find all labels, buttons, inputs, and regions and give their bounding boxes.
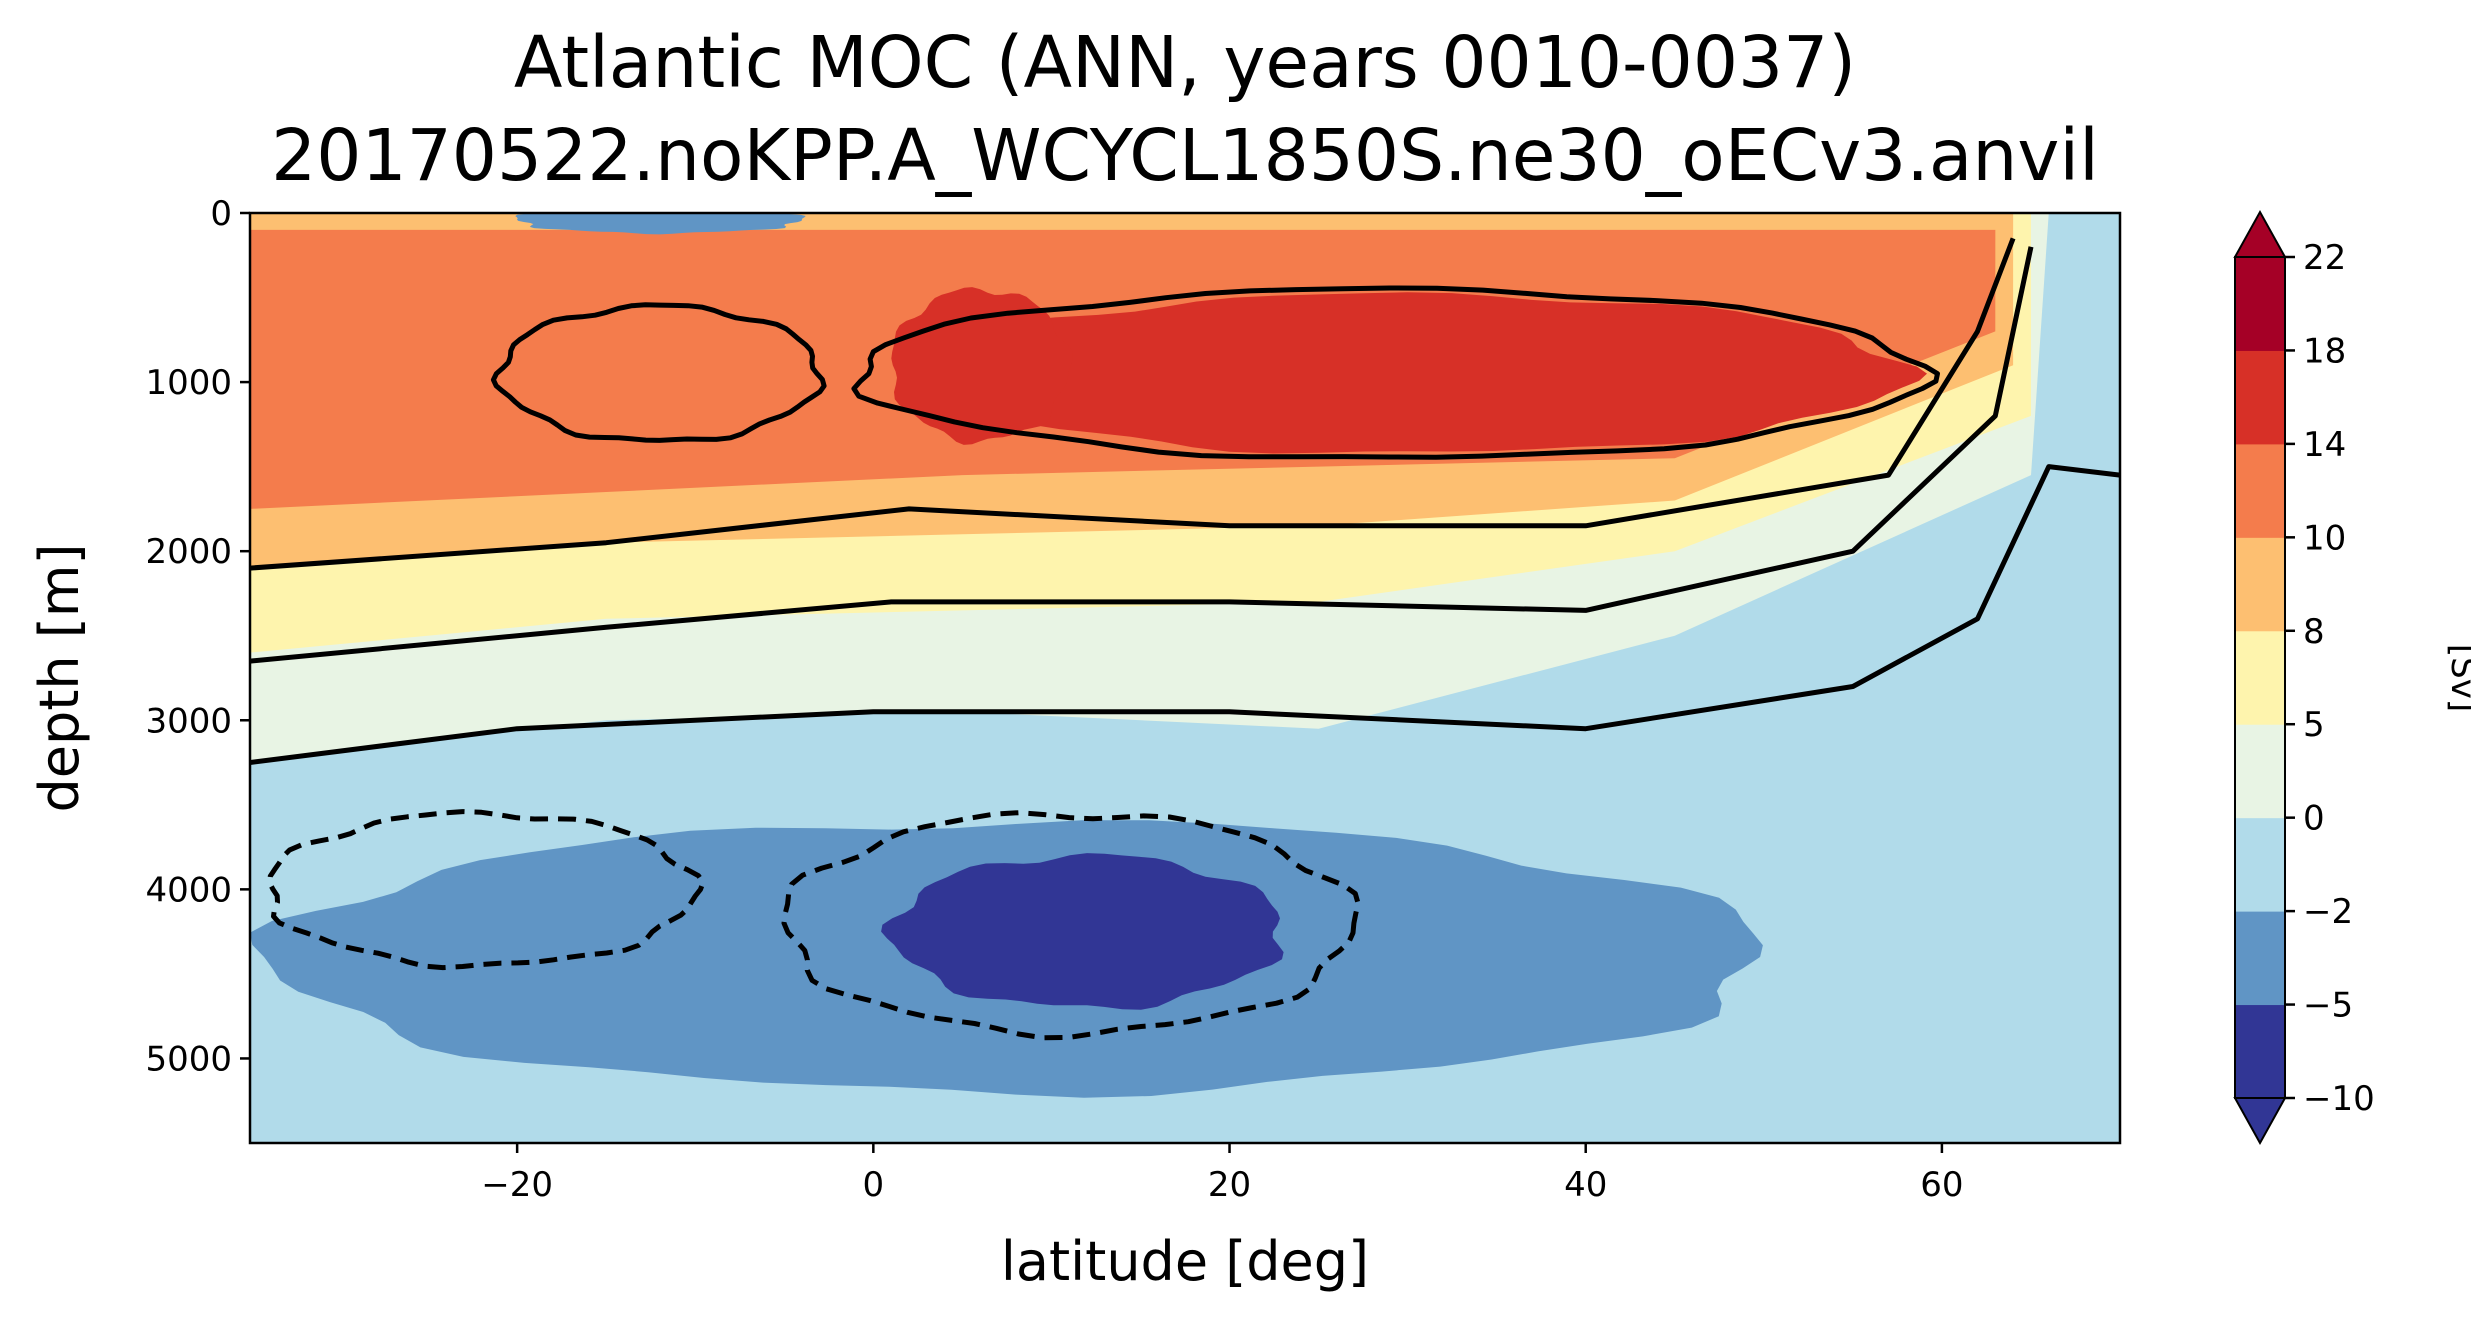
colorbar-units-label: [Sv]	[2443, 644, 2471, 712]
y-axis: 0 1000 2000 3000 4000 5000	[145, 194, 250, 1079]
colorbar: −10 −5 −2 0 5 8 10 14 18 22	[2233, 209, 2375, 1146]
colorbar-segment	[2235, 911, 2285, 1006]
colorbar-segment	[2235, 443, 2285, 538]
x-tick-label: 20	[1208, 1165, 1251, 1205]
y-axis-label: depth [m]	[28, 543, 91, 812]
colorbar-extend-max	[2233, 209, 2287, 258]
colorbar-segment	[2235, 630, 2285, 725]
contour-lines	[250, 237, 2120, 1041]
colorbar-tick-label: 14	[2303, 425, 2346, 465]
contour-0-upper	[250, 464, 2120, 765]
contour-14-north	[851, 285, 1940, 460]
colorbar-tick-label: 0	[2303, 799, 2325, 839]
y-tick-label: 5000	[145, 1039, 232, 1079]
contour-14-south	[490, 302, 827, 443]
field-deep-core	[881, 853, 1284, 1010]
field-core-north	[906, 292, 1927, 454]
colorbar-extend-min	[2233, 1097, 2287, 1146]
colorbar-tick-label: −5	[2303, 986, 2353, 1026]
colorbar-tick-label: 18	[2303, 331, 2346, 371]
colorbar-segment	[2235, 1004, 2285, 1099]
x-tick-label: −20	[481, 1165, 553, 1205]
chart-title: Atlantic MOC (ANN, years 0010-0037)	[514, 21, 1856, 104]
colorbar-tick-label: 5	[2303, 705, 2325, 745]
field-surface-negative	[515, 213, 806, 235]
colorbar-segment	[2235, 724, 2285, 819]
contour-neg-north	[781, 810, 1361, 1041]
y-tick-label: 1000	[145, 363, 232, 403]
x-axis: −20 0 20 40 60	[481, 1143, 1964, 1205]
contour-8	[250, 237, 2016, 571]
colorbar-tick-label: 10	[2303, 518, 2346, 558]
colorbar-tick-label: −2	[2303, 892, 2353, 932]
contour-neg-south	[267, 809, 706, 971]
y-tick-label: 0	[210, 194, 232, 234]
chart-subtitle: 20170522.noKPP.A_WCYCL1850S.ne30_oECv3.a…	[271, 114, 2099, 197]
colorbar-frame	[2234, 256, 2286, 1099]
colorbar-segment	[2235, 350, 2285, 445]
colorbar-segment	[2235, 257, 2285, 351]
plot-area	[250, 213, 2120, 1143]
colorbar-segment	[2235, 537, 2285, 632]
x-axis-label: latitude [deg]	[1001, 1230, 1369, 1293]
colorbar-segment	[2235, 817, 2285, 912]
contour-5	[250, 246, 2034, 664]
x-tick-label: 60	[1920, 1165, 1963, 1205]
colorbar-tick-label: −10	[2303, 1079, 2375, 1119]
plot-frame	[248, 211, 2122, 1145]
y-tick-label: 2000	[145, 532, 232, 572]
x-tick-label: 40	[1564, 1165, 1607, 1205]
x-tick-label: 0	[863, 1165, 885, 1205]
colorbar-tick-label: 22	[2303, 238, 2346, 278]
y-tick-label: 3000	[145, 701, 232, 741]
y-tick-label: 4000	[145, 870, 232, 910]
colorbar-tick-label: 8	[2303, 612, 2325, 652]
